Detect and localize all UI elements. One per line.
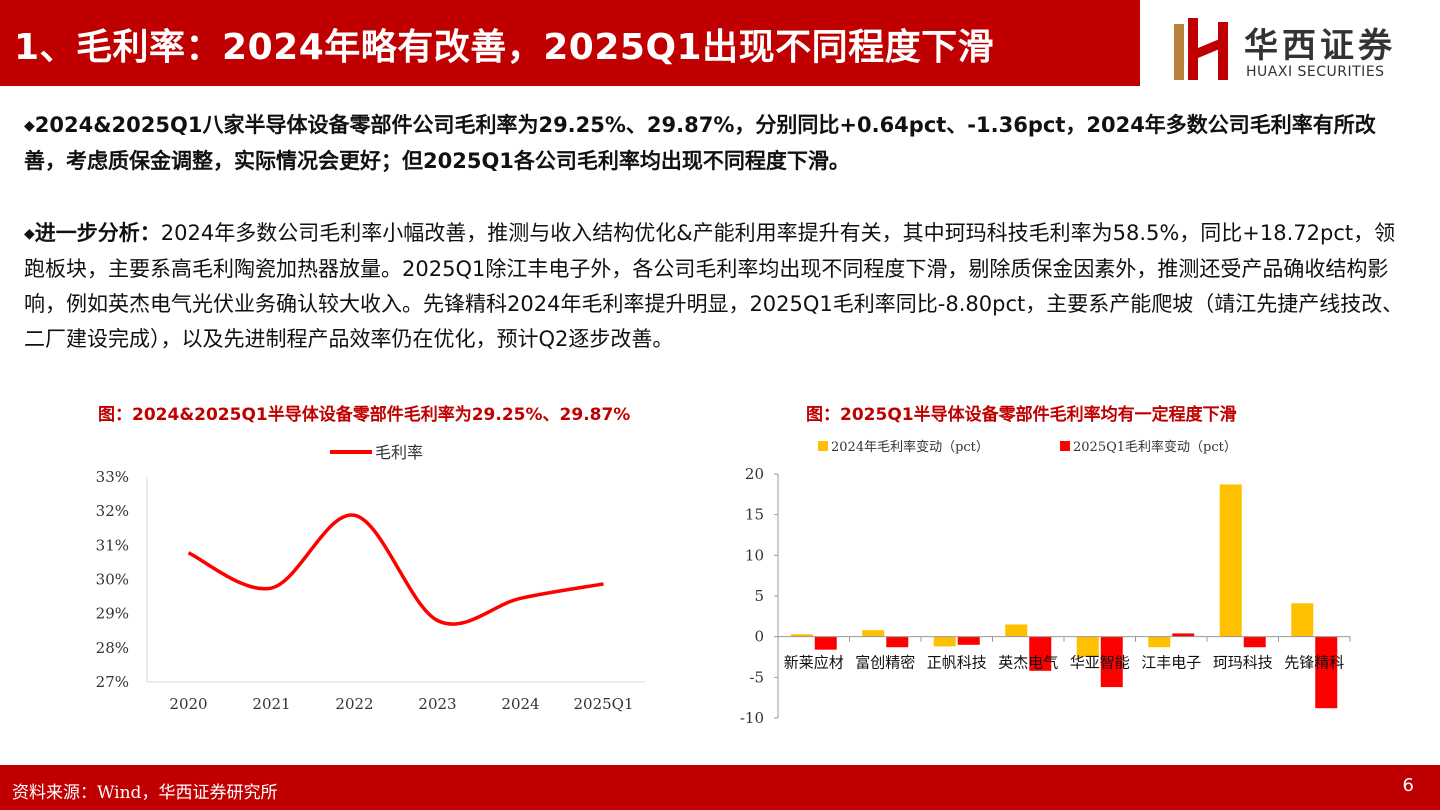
y-tick-label: 5 bbox=[754, 587, 764, 605]
y-tick-label: -5 bbox=[749, 668, 764, 686]
analysis-lead: 进一步分析： bbox=[34, 221, 161, 245]
bar-2024 bbox=[790, 634, 813, 637]
x-tick-label: 2024 bbox=[501, 695, 539, 713]
bar-chart-title: 图：2025Q1半导体设备零部件毛利率均有一定程度下滑 bbox=[806, 405, 1237, 425]
x-category-label: 英杰电气 bbox=[998, 654, 1058, 672]
legend-swatch bbox=[818, 441, 828, 451]
bar-2025q1 bbox=[1172, 633, 1195, 637]
source-note: 资料来源：Wind，华西证券研究所 bbox=[12, 783, 278, 803]
y-tick-label: 28% bbox=[96, 639, 129, 657]
y-tick-label: 29% bbox=[96, 605, 129, 623]
legend-label: 2024年毛利率变动（pct） bbox=[831, 439, 989, 455]
line-chart-title: 图：2024&2025Q1半导体设备零部件毛利率为29.25%、29.87% bbox=[98, 405, 631, 425]
footer-bar: 资料来源：Wind，华西证券研究所 6 bbox=[0, 765, 1440, 810]
logo-english-name: HUAXI SECURITIES bbox=[1246, 64, 1385, 80]
y-tick-label: 30% bbox=[96, 571, 129, 589]
y-tick-label: 31% bbox=[96, 536, 129, 554]
company-logo: 华西证券 HUAXI SECURITIES bbox=[1172, 18, 1422, 82]
x-tick-label: 2021 bbox=[252, 695, 290, 713]
logo-chinese-name: 华西证券 bbox=[1244, 26, 1396, 66]
bar-2024 bbox=[1076, 636, 1099, 657]
bar-2025q1 bbox=[957, 636, 980, 645]
bullet-diamond-icon: ◆ bbox=[24, 118, 35, 134]
summary-text: 2024&2025Q1八家半导体设备零部件公司毛利率为29.25%、29.87%… bbox=[24, 113, 1376, 173]
line-chart: 27% 28% 29% 30% 31% 32% 33% 2020 2021 2022 2023 202… bbox=[96, 443, 645, 713]
bar-2025q1 bbox=[886, 636, 909, 648]
bar-2024 bbox=[1005, 624, 1028, 637]
legend-label: 2025Q1毛利率变动（pct） bbox=[1073, 439, 1237, 455]
y-tick-label: 15 bbox=[745, 506, 764, 524]
title-bar: 1、毛利率：2024年略有改善，2025Q1出现不同程度下滑 bbox=[0, 0, 1140, 86]
x-category-label: 华亚智能 bbox=[1070, 654, 1130, 672]
bar-2024 bbox=[1291, 603, 1314, 637]
bar-2025q1 bbox=[1315, 636, 1338, 709]
y-tick-label: 10 bbox=[745, 546, 764, 564]
analysis-text: 2024年多数公司毛利率小幅改善，推测与收入结构优化&产能利用率提升有关，其中珂… bbox=[24, 221, 1404, 351]
y-tick-label: 0 bbox=[754, 628, 764, 646]
x-category-label: 先锋精科 bbox=[1284, 654, 1344, 672]
x-category-label: 新莱应材 bbox=[784, 654, 844, 672]
paragraph-summary: ◆2024&2025Q1八家半导体设备零部件公司毛利率为29.25%、29.87… bbox=[24, 108, 1404, 179]
bar-2025q1 bbox=[1243, 636, 1266, 648]
x-tick-label: 2022 bbox=[335, 695, 373, 713]
legend-label: 毛利率 bbox=[375, 443, 423, 462]
logo-mark-icon bbox=[1174, 18, 1228, 80]
bar-chart: -10 -5 0 5 10 15 20 新莱应材 富创精密 正帆科技 英杰电气 华亚智能 江丰电子 珂玛科… bbox=[740, 439, 1351, 727]
paragraph-analysis: ◆进一步分析：2024年多数公司毛利率小幅改善，推测与收入结构优化&产能利用率提… bbox=[24, 216, 1404, 357]
bullet-diamond-icon: ◆ bbox=[24, 226, 35, 242]
x-tick-label: 2020 bbox=[169, 695, 207, 713]
bar-2024 bbox=[862, 630, 885, 637]
bar-2025q1 bbox=[1100, 636, 1123, 688]
x-category-label: 富创精密 bbox=[855, 654, 915, 672]
bar-2025q1 bbox=[1029, 636, 1052, 671]
y-tick-label: 27% bbox=[96, 673, 129, 691]
x-category-label: 江丰电子 bbox=[1141, 654, 1201, 672]
x-tick-label: 2023 bbox=[418, 695, 456, 713]
page-number: 6 bbox=[1402, 775, 1414, 796]
y-tick-label: 33% bbox=[96, 468, 129, 486]
x-category-label: 珂玛科技 bbox=[1213, 654, 1273, 672]
bar-2025q1 bbox=[814, 636, 837, 650]
bar-2024 bbox=[1148, 636, 1171, 648]
y-tick-label: 20 bbox=[745, 465, 764, 483]
page-title: 1、毛利率：2024年略有改善，2025Q1出现不同程度下滑 bbox=[14, 27, 995, 68]
bar-2024 bbox=[933, 636, 956, 647]
x-tick-label: 2025Q1 bbox=[573, 695, 633, 713]
series-line-gross-margin bbox=[187, 513, 604, 626]
y-tick-label: 32% bbox=[96, 502, 129, 520]
x-category-label: 正帆科技 bbox=[927, 654, 987, 672]
y-tick-label: -10 bbox=[740, 709, 764, 727]
bar-2024 bbox=[1219, 484, 1242, 637]
legend-swatch bbox=[1060, 441, 1070, 451]
